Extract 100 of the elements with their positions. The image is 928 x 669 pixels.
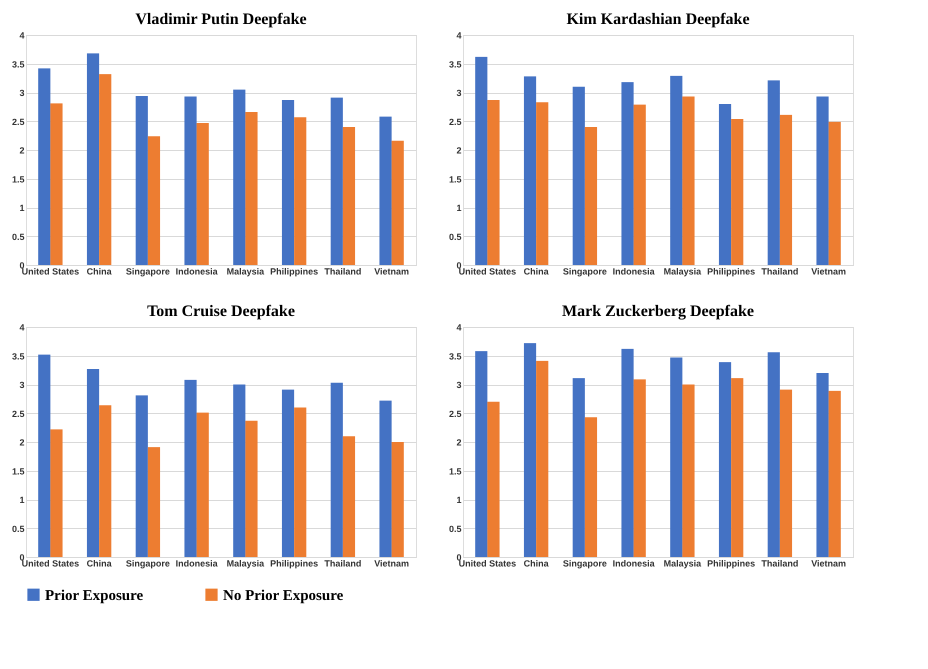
bar bbox=[828, 390, 841, 557]
bar bbox=[245, 420, 258, 557]
x-tick-label: Vietnam bbox=[811, 558, 846, 568]
bar bbox=[524, 76, 536, 265]
y-tick-label: 2.5 bbox=[12, 408, 24, 419]
legend-label: Prior Exposure bbox=[45, 588, 144, 604]
y-tick-label: 0 bbox=[456, 552, 462, 562]
chart-title: Mark Zuckerberg Deepfake bbox=[562, 303, 754, 320]
y-tick-label: 1.5 bbox=[12, 466, 24, 476]
x-tick-label: United States bbox=[458, 266, 516, 276]
x-tick-label: Philippines bbox=[707, 558, 756, 568]
bar bbox=[196, 412, 209, 557]
bar bbox=[572, 86, 585, 265]
x-tick-label: Thailand bbox=[324, 266, 362, 276]
bar bbox=[184, 380, 197, 557]
bar bbox=[38, 68, 50, 265]
bar bbox=[670, 357, 682, 557]
bar bbox=[233, 384, 246, 557]
bar bbox=[294, 408, 306, 557]
bar bbox=[524, 343, 536, 557]
bar bbox=[379, 116, 392, 265]
bar bbox=[330, 382, 343, 557]
bar bbox=[731, 378, 744, 557]
bar bbox=[233, 90, 246, 265]
y-tick-label: 0 bbox=[456, 260, 462, 270]
bar bbox=[342, 127, 356, 265]
x-tick-label: Indonesia bbox=[612, 558, 656, 568]
y-tick-label: 4 bbox=[19, 322, 24, 332]
y-tick-label: 0 bbox=[19, 260, 24, 270]
bar bbox=[379, 400, 392, 557]
bar bbox=[136, 96, 148, 265]
x-tick-label: Malaysia bbox=[226, 558, 266, 568]
y-tick-label: 3.5 bbox=[448, 59, 462, 70]
bar bbox=[718, 104, 732, 265]
bar bbox=[392, 140, 404, 265]
x-tick-label: Indonesia bbox=[612, 266, 656, 276]
x-tick-label: China bbox=[524, 266, 550, 276]
bar bbox=[536, 102, 548, 265]
bar bbox=[682, 384, 695, 557]
bar bbox=[768, 80, 780, 265]
y-tick-label: 3 bbox=[19, 88, 24, 98]
y-tick-label: 2.5 bbox=[448, 116, 462, 127]
bar bbox=[86, 53, 100, 265]
y-tick-label: 3.5 bbox=[12, 59, 24, 70]
bar bbox=[584, 127, 598, 265]
bar bbox=[294, 117, 306, 265]
bar bbox=[99, 405, 112, 557]
bar bbox=[768, 352, 780, 557]
y-tick-label: 0.5 bbox=[448, 232, 462, 242]
bar bbox=[621, 348, 634, 557]
x-tick-label: Malaysia bbox=[664, 266, 702, 276]
bar bbox=[780, 114, 792, 265]
x-tick-label: Malaysia bbox=[226, 266, 266, 276]
bar bbox=[487, 402, 500, 557]
y-tick-label: 0.5 bbox=[12, 232, 24, 242]
bar bbox=[184, 96, 197, 265]
bar bbox=[718, 362, 732, 557]
x-tick-label: Indonesia bbox=[176, 266, 219, 276]
x-tick-label: Philippines bbox=[707, 266, 756, 276]
x-tick-label: China bbox=[524, 558, 550, 568]
y-tick-label: 1.5 bbox=[12, 174, 24, 184]
y-tick-label: 0.5 bbox=[12, 524, 24, 534]
x-tick-label: China bbox=[86, 558, 113, 568]
y-tick-label: 4 bbox=[456, 30, 462, 40]
x-tick-label: Philippines bbox=[270, 266, 318, 276]
x-tick-label: Singapore bbox=[562, 266, 607, 276]
y-tick-label: 1 bbox=[456, 495, 462, 505]
x-tick-label: Vietnam bbox=[374, 558, 410, 568]
bar bbox=[136, 395, 148, 557]
bar bbox=[50, 429, 63, 557]
x-tick-label: United States bbox=[22, 266, 80, 276]
x-tick-label: United States bbox=[22, 558, 80, 568]
y-tick-label: 0.5 bbox=[448, 524, 462, 534]
legend-label: No Prior Exposure bbox=[223, 588, 344, 604]
x-tick-label: Thailand bbox=[761, 558, 798, 568]
chart-title: Kim Kardashian Deepfake bbox=[566, 11, 750, 28]
y-tick-label: 3 bbox=[456, 88, 462, 98]
y-tick-label: 3.5 bbox=[448, 351, 462, 362]
x-tick-label: Thailand bbox=[324, 558, 362, 568]
bar bbox=[670, 76, 682, 265]
bar bbox=[475, 351, 488, 557]
y-tick-label: 2.5 bbox=[448, 408, 462, 419]
bar bbox=[282, 100, 294, 265]
y-tick-label: 2.5 bbox=[12, 116, 24, 127]
bar bbox=[99, 74, 112, 265]
bar bbox=[282, 390, 294, 557]
chart-title: Tom Cruise Deepfake bbox=[147, 303, 295, 320]
x-tick-label: Vietnam bbox=[374, 266, 410, 276]
bar bbox=[86, 368, 100, 557]
y-tick-label: 1.5 bbox=[448, 466, 462, 476]
bar bbox=[780, 390, 792, 557]
y-tick-label: 3 bbox=[456, 380, 462, 390]
bar bbox=[572, 378, 585, 557]
bar bbox=[50, 103, 63, 265]
bar bbox=[342, 436, 356, 557]
bar bbox=[330, 98, 343, 265]
bar bbox=[487, 100, 500, 265]
y-tick-label: 2 bbox=[456, 438, 462, 448]
x-tick-label: China bbox=[86, 266, 113, 276]
y-tick-label: 1 bbox=[456, 203, 462, 213]
